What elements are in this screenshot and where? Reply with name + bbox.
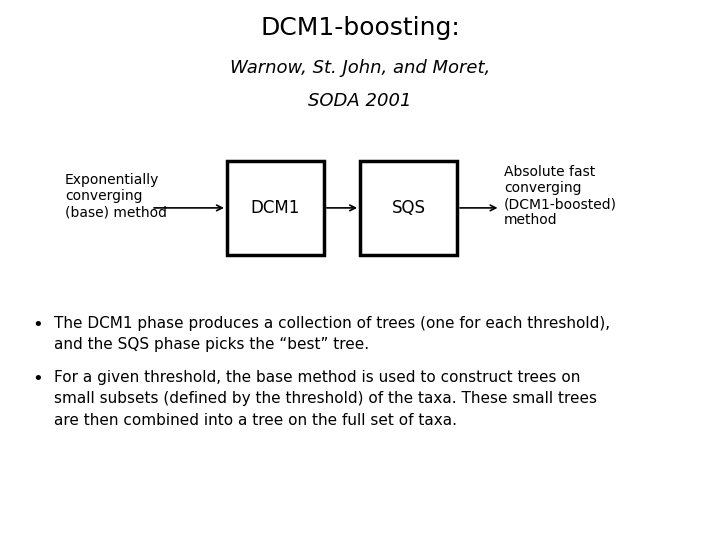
Text: SQS: SQS (392, 199, 426, 217)
FancyBboxPatch shape (360, 161, 457, 255)
Text: The DCM1 phase produces a collection of trees (one for each threshold),: The DCM1 phase produces a collection of … (54, 316, 610, 331)
Text: small subsets (defined by the threshold) of the taxa. These small trees: small subsets (defined by the threshold)… (54, 392, 597, 407)
Text: •: • (32, 370, 43, 388)
Text: and the SQS phase picks the “best” tree.: and the SQS phase picks the “best” tree. (54, 338, 369, 353)
Text: For a given threshold, the base method is used to construct trees on: For a given threshold, the base method i… (54, 370, 580, 385)
Text: DCM1: DCM1 (251, 199, 300, 217)
Text: Exponentially
converging
(base) method: Exponentially converging (base) method (65, 173, 167, 219)
Text: Warnow, St. John, and Moret,: Warnow, St. John, and Moret, (230, 59, 490, 77)
Text: SODA 2001: SODA 2001 (308, 92, 412, 110)
FancyBboxPatch shape (227, 161, 324, 255)
Text: DCM1-boosting:: DCM1-boosting: (260, 16, 460, 40)
Text: •: • (32, 316, 43, 334)
Text: are then combined into a tree on the full set of taxa.: are then combined into a tree on the ful… (54, 413, 457, 428)
Text: Absolute fast
converging
(DCM1-boosted)
method: Absolute fast converging (DCM1-boosted) … (504, 165, 617, 227)
